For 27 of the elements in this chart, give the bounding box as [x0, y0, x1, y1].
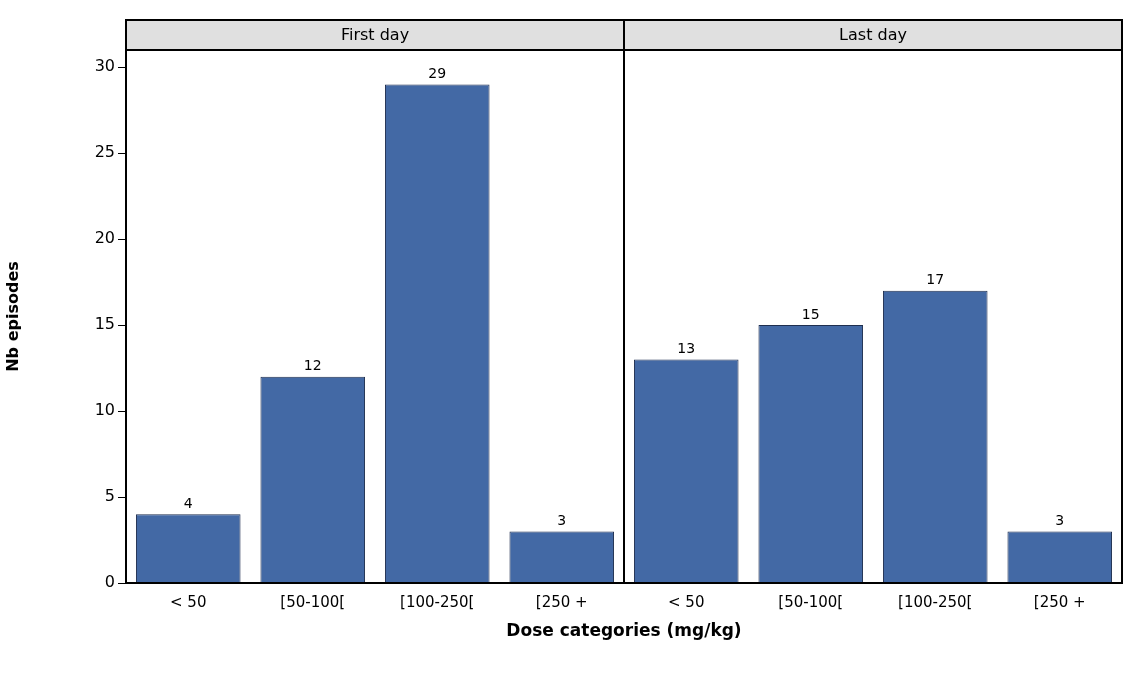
data-label: 4 — [183, 494, 193, 511]
data-label: 3 — [557, 512, 567, 529]
data-label: 15 — [801, 305, 820, 322]
x-axis-title: Dose categories (mg/kg) — [505, 620, 743, 640]
x-tick-label: < 50 — [668, 592, 705, 611]
data-label: 17 — [926, 271, 945, 288]
data-label: 12 — [303, 357, 322, 374]
x-tick-label: [250 + — [1033, 592, 1086, 611]
x-tick-label: [100-250[ — [400, 592, 475, 611]
chart-title: Last day — [839, 25, 907, 45]
y-axis-title: Nb episodes — [2, 261, 22, 372]
y-tick-label: 5 — [104, 486, 115, 506]
y-tick-label: 10 — [94, 400, 115, 420]
x-tick-label: [50-100[ — [778, 592, 844, 611]
data-label: 13 — [677, 340, 696, 357]
x-tick-label: [50-100[ — [280, 592, 346, 611]
x-tick-label: < 50 — [170, 592, 207, 611]
data-label: 29 — [428, 65, 447, 82]
chart-title: First day — [340, 25, 410, 45]
y-tick-label: 30 — [94, 56, 115, 76]
y-tick-label: 15 — [94, 314, 115, 334]
x-tick-label: [100-250[ — [898, 592, 973, 611]
x-tick-label: [250 + — [535, 592, 588, 611]
y-tick-label: 20 — [94, 228, 115, 248]
y-tick-label: 25 — [94, 142, 115, 162]
data-label: 3 — [1055, 512, 1065, 529]
y-tick-label: 0 — [104, 572, 115, 592]
